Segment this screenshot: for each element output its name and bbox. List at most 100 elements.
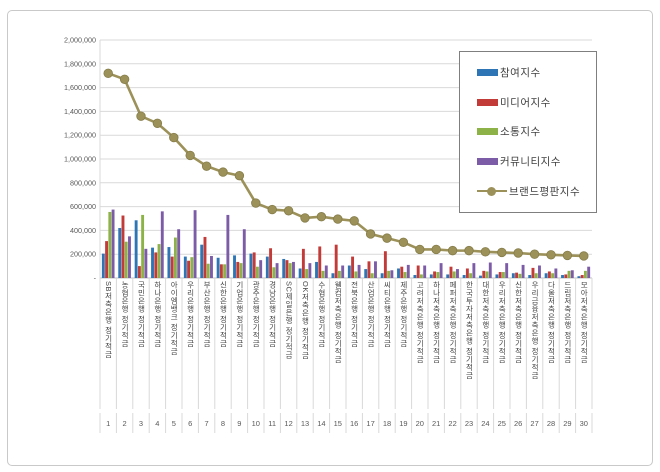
category-label: 전북은행 정기적금	[346, 281, 362, 409]
bar-미디어지수-2	[121, 215, 125, 278]
category-label: 경남은행 정기적금	[264, 281, 280, 409]
category-label-text: 한국투자저축은행 정기적금	[464, 281, 474, 380]
bar-소통지수-5	[173, 237, 177, 278]
rank-label: 14	[317, 419, 326, 428]
rank-label: 20	[415, 419, 424, 428]
category-label-text: 전북은행 정기적금	[350, 281, 360, 348]
bar-참여지수-11	[265, 256, 269, 278]
legend-swatch-icon	[477, 69, 498, 77]
bar-커뮤니티지수-15	[341, 265, 345, 278]
rank-label: 4	[155, 419, 160, 428]
legend-swatch-icon	[477, 158, 498, 166]
line-marker-23	[464, 245, 474, 256]
bar-소통지수-7	[206, 263, 210, 278]
category-label-text: 대한저축은행 정기적금	[481, 281, 491, 364]
bar-소통지수-24	[485, 271, 489, 278]
y-tick-label: -	[94, 274, 97, 283]
rank-label: 18	[382, 419, 392, 428]
bar-커뮤니티지수-21	[439, 263, 443, 278]
legend-label: 참여지수	[500, 67, 541, 80]
category-label: 산업은행 정기적금	[362, 281, 378, 409]
bar-미디어지수-5	[170, 256, 174, 278]
bar-미디어지수-9	[236, 261, 240, 278]
bar-미디어지수-18	[383, 251, 387, 278]
bar-참여지수-15	[331, 273, 335, 278]
rank-label: 19	[399, 419, 408, 428]
bar-소통지수-14	[321, 270, 325, 278]
bar-소통지수-20	[419, 274, 423, 278]
category-label: 고려저축은행 정기적금	[412, 281, 428, 409]
bar-소통지수-1	[108, 211, 112, 278]
line-marker-3	[136, 111, 146, 121]
bar-참여지수-9	[233, 255, 236, 278]
bar-참여지수-5	[167, 247, 171, 278]
category-label-text: 신한은행 정기적금	[218, 281, 228, 348]
bar-커뮤니티지수-30	[587, 266, 591, 278]
bar-소통지수-18	[387, 270, 391, 278]
rank-label: 29	[563, 419, 572, 428]
category-label-text: 고려저축은행 정기적금	[415, 281, 425, 364]
category-label: 대한저축은행 정기적금	[477, 281, 493, 409]
category-label-text: 부산은행 정기적금	[202, 281, 212, 348]
legend-swatch-icon	[477, 128, 498, 136]
bar-커뮤니티지수-18	[390, 270, 394, 278]
category-label: 다올저축은행 정기적금	[543, 281, 559, 409]
bar-커뮤니티지수-25	[505, 263, 509, 278]
bar-커뮤니티지수-6	[193, 210, 197, 278]
line-marker-1	[103, 68, 113, 79]
y-tick-label: 1,000,000	[64, 155, 96, 164]
bar-커뮤니티지수-7	[210, 255, 213, 278]
bar-소통지수-27	[534, 273, 538, 278]
bar-미디어지수-1	[105, 241, 109, 278]
bar-소통지수-12	[288, 263, 292, 278]
bar-미디어지수-10	[252, 252, 256, 278]
bar-참여지수-16	[347, 265, 351, 278]
bar-소통지수-13	[305, 269, 309, 278]
line-marker-30	[579, 251, 589, 261]
bar-미디어지수-29	[564, 274, 568, 278]
category-label: 국민은행 정기적금	[133, 281, 149, 409]
rank-label: 12	[284, 419, 293, 428]
bar-소통지수-17	[370, 273, 374, 278]
bar-커뮤니티지수-19	[406, 264, 410, 278]
bar-참여지수-17	[364, 269, 368, 278]
bar-소통지수-6	[190, 257, 194, 278]
bar-커뮤니티지수-23	[472, 263, 476, 278]
category-label: OK저축은행 정기적금	[297, 281, 313, 409]
bar-소통지수-10	[255, 266, 259, 278]
rank-label: 13	[300, 419, 310, 428]
bar-참여지수-23	[462, 275, 466, 278]
line-marker-8	[218, 167, 228, 177]
category-label: 한국투자저축은행 정기적금	[461, 281, 477, 409]
category-label: 신한저축은행 정기적금	[510, 281, 526, 409]
bar-미디어지수-21	[433, 271, 437, 278]
bar-커뮤니티지수-29	[570, 270, 574, 278]
category-label: 부산은행 정기적금	[198, 281, 214, 409]
category-label-text: 웰컴저축은행 정기적금	[333, 281, 343, 364]
bar-참여지수-18	[380, 273, 384, 278]
category-label: 모아저축은행 정기적금	[576, 281, 592, 409]
y-tick-label: 800,000	[70, 178, 96, 187]
bar-커뮤니티지수-16	[357, 264, 361, 278]
y-tick-label: 400,000	[70, 226, 96, 235]
bar-커뮤니티지수-5	[177, 229, 181, 278]
rank-label: 21	[432, 419, 441, 428]
category-label-text: 우리금융저축은행 정기적금	[530, 281, 540, 380]
bar-참여지수-8	[216, 257, 220, 278]
rank-label: 17	[366, 419, 375, 428]
category-label: 제주은행 정기적금	[395, 281, 411, 409]
category-label: SC제일은행 정기적금	[280, 281, 296, 409]
legend-label: 커뮤니티지수	[500, 156, 561, 169]
line-marker-24	[480, 247, 491, 257]
line-marker-7	[201, 161, 212, 171]
category-label-text: 산업은행 정기적금	[366, 281, 376, 348]
rank-label: 26	[514, 419, 523, 428]
category-label: 수협은행 정기적금	[313, 281, 329, 409]
bar-미디어지수-6	[187, 260, 191, 278]
bar-참여지수-1	[101, 253, 105, 278]
chart-legend: 참여지수 미디어지수 소통지수 커뮤니티지수 브랜드평판지수	[459, 51, 597, 213]
bar-소통지수-21	[436, 272, 440, 278]
bar-미디어지수-23	[465, 268, 469, 278]
bar-참여지수-10	[249, 253, 253, 278]
